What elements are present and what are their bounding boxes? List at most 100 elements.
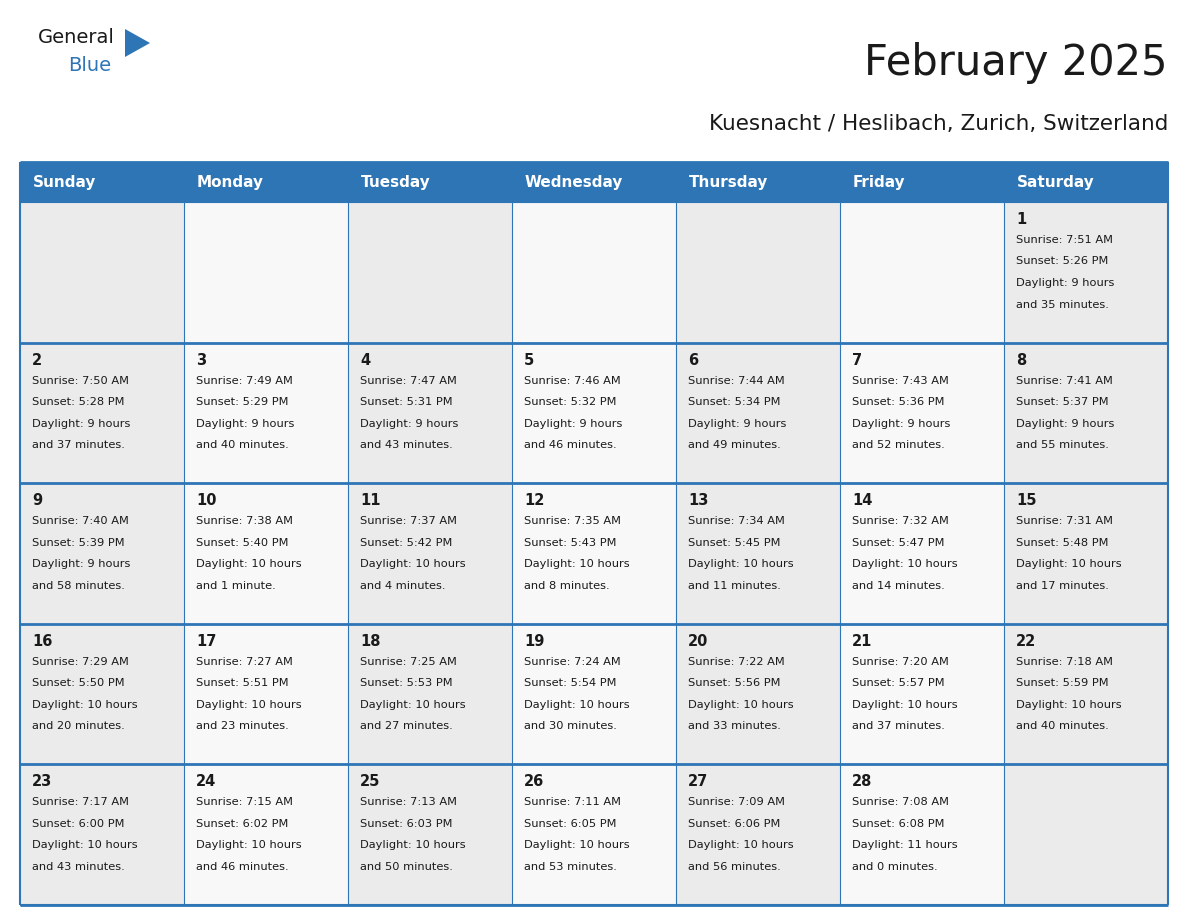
Text: Sunrise: 7:09 AM: Sunrise: 7:09 AM bbox=[688, 798, 785, 808]
Text: Monday: Monday bbox=[197, 174, 264, 189]
Bar bbox=[184, 342, 348, 483]
Text: and 55 minutes.: and 55 minutes. bbox=[1016, 440, 1108, 450]
Text: and 58 minutes.: and 58 minutes. bbox=[32, 581, 125, 590]
Text: Daylight: 10 hours: Daylight: 10 hours bbox=[1016, 700, 1121, 710]
Bar bbox=[20, 202, 184, 342]
Bar bbox=[184, 624, 348, 765]
Text: 15: 15 bbox=[1016, 493, 1036, 509]
Text: Sunrise: 7:37 AM: Sunrise: 7:37 AM bbox=[360, 516, 457, 526]
Text: Daylight: 9 hours: Daylight: 9 hours bbox=[32, 559, 131, 569]
Bar bbox=[184, 202, 348, 342]
Bar bbox=[676, 162, 840, 202]
Text: Sunrise: 7:22 AM: Sunrise: 7:22 AM bbox=[688, 656, 785, 666]
Text: Daylight: 10 hours: Daylight: 10 hours bbox=[196, 700, 302, 710]
Text: Sunrise: 7:38 AM: Sunrise: 7:38 AM bbox=[196, 516, 293, 526]
Text: and 43 minutes.: and 43 minutes. bbox=[360, 440, 453, 450]
Text: and 30 minutes.: and 30 minutes. bbox=[524, 722, 617, 732]
Text: 14: 14 bbox=[852, 493, 872, 509]
Text: and 53 minutes.: and 53 minutes. bbox=[524, 862, 617, 872]
Text: Sunset: 5:59 PM: Sunset: 5:59 PM bbox=[1016, 678, 1108, 688]
Text: Sunset: 6:03 PM: Sunset: 6:03 PM bbox=[360, 819, 453, 829]
Text: Sunrise: 7:34 AM: Sunrise: 7:34 AM bbox=[688, 516, 785, 526]
Text: Daylight: 10 hours: Daylight: 10 hours bbox=[196, 559, 302, 569]
Bar bbox=[1004, 162, 1168, 202]
Text: and 1 minute.: and 1 minute. bbox=[196, 581, 276, 590]
Text: Sunset: 5:45 PM: Sunset: 5:45 PM bbox=[688, 538, 781, 548]
Text: Sunrise: 7:43 AM: Sunrise: 7:43 AM bbox=[852, 375, 949, 386]
Text: Sunrise: 7:32 AM: Sunrise: 7:32 AM bbox=[852, 516, 949, 526]
Bar bbox=[512, 162, 676, 202]
Bar bbox=[512, 342, 676, 483]
Bar bbox=[1004, 483, 1168, 624]
Text: Thursday: Thursday bbox=[689, 174, 769, 189]
Text: 11: 11 bbox=[360, 493, 380, 509]
Text: Sunset: 5:40 PM: Sunset: 5:40 PM bbox=[196, 538, 289, 548]
Text: and 43 minutes.: and 43 minutes. bbox=[32, 862, 125, 872]
Text: Sunset: 5:47 PM: Sunset: 5:47 PM bbox=[852, 538, 944, 548]
Text: 1: 1 bbox=[1016, 212, 1026, 227]
Text: Daylight: 9 hours: Daylight: 9 hours bbox=[1016, 278, 1114, 288]
Bar bbox=[676, 765, 840, 905]
Bar bbox=[348, 342, 512, 483]
Text: Daylight: 10 hours: Daylight: 10 hours bbox=[688, 700, 794, 710]
Text: Daylight: 10 hours: Daylight: 10 hours bbox=[1016, 559, 1121, 569]
Text: Sunset: 6:08 PM: Sunset: 6:08 PM bbox=[852, 819, 944, 829]
Text: and 49 minutes.: and 49 minutes. bbox=[688, 440, 781, 450]
Text: 16: 16 bbox=[32, 633, 52, 649]
Text: Sunrise: 7:50 AM: Sunrise: 7:50 AM bbox=[32, 375, 129, 386]
Text: and 27 minutes.: and 27 minutes. bbox=[360, 722, 453, 732]
Text: 2: 2 bbox=[32, 353, 42, 367]
Bar bbox=[840, 765, 1004, 905]
Bar bbox=[20, 765, 184, 905]
Text: Sunset: 5:26 PM: Sunset: 5:26 PM bbox=[1016, 256, 1108, 266]
Text: Sunrise: 7:46 AM: Sunrise: 7:46 AM bbox=[524, 375, 621, 386]
Text: Wednesday: Wednesday bbox=[525, 174, 624, 189]
Text: Daylight: 10 hours: Daylight: 10 hours bbox=[524, 700, 630, 710]
Text: Daylight: 9 hours: Daylight: 9 hours bbox=[852, 419, 950, 429]
Text: Sunrise: 7:18 AM: Sunrise: 7:18 AM bbox=[1016, 656, 1113, 666]
Bar bbox=[840, 162, 1004, 202]
Text: Sunrise: 7:24 AM: Sunrise: 7:24 AM bbox=[524, 656, 621, 666]
Text: Sunrise: 7:47 AM: Sunrise: 7:47 AM bbox=[360, 375, 457, 386]
Text: 24: 24 bbox=[196, 775, 216, 789]
Bar bbox=[1004, 765, 1168, 905]
Bar bbox=[512, 624, 676, 765]
Bar bbox=[676, 342, 840, 483]
Text: Sunset: 5:39 PM: Sunset: 5:39 PM bbox=[32, 538, 125, 548]
Text: and 37 minutes.: and 37 minutes. bbox=[852, 722, 944, 732]
Text: and 23 minutes.: and 23 minutes. bbox=[196, 722, 289, 732]
Text: and 50 minutes.: and 50 minutes. bbox=[360, 862, 453, 872]
Text: General: General bbox=[38, 28, 115, 47]
Bar bbox=[348, 162, 512, 202]
Text: Sunrise: 7:20 AM: Sunrise: 7:20 AM bbox=[852, 656, 949, 666]
Text: Sunrise: 7:29 AM: Sunrise: 7:29 AM bbox=[32, 656, 128, 666]
Bar bbox=[512, 202, 676, 342]
Text: Sunrise: 7:13 AM: Sunrise: 7:13 AM bbox=[360, 798, 457, 808]
Text: 8: 8 bbox=[1016, 353, 1026, 367]
Text: Sunrise: 7:51 AM: Sunrise: 7:51 AM bbox=[1016, 235, 1113, 245]
Text: and 17 minutes.: and 17 minutes. bbox=[1016, 581, 1108, 590]
Text: 9: 9 bbox=[32, 493, 42, 509]
Text: Sunrise: 7:27 AM: Sunrise: 7:27 AM bbox=[196, 656, 293, 666]
Text: 5: 5 bbox=[524, 353, 535, 367]
Bar bbox=[348, 765, 512, 905]
Bar bbox=[1004, 342, 1168, 483]
Text: Daylight: 9 hours: Daylight: 9 hours bbox=[524, 419, 623, 429]
Bar bbox=[840, 483, 1004, 624]
Text: Sunrise: 7:41 AM: Sunrise: 7:41 AM bbox=[1016, 375, 1113, 386]
Text: Sunrise: 7:31 AM: Sunrise: 7:31 AM bbox=[1016, 516, 1113, 526]
Text: Daylight: 11 hours: Daylight: 11 hours bbox=[852, 840, 958, 850]
Text: 22: 22 bbox=[1016, 633, 1036, 649]
Text: February 2025: February 2025 bbox=[865, 42, 1168, 84]
Text: 17: 17 bbox=[196, 633, 216, 649]
Text: 26: 26 bbox=[524, 775, 544, 789]
Text: Daylight: 10 hours: Daylight: 10 hours bbox=[852, 559, 958, 569]
Text: Kuesnacht / Heslibach, Zurich, Switzerland: Kuesnacht / Heslibach, Zurich, Switzerla… bbox=[708, 114, 1168, 134]
Bar bbox=[184, 483, 348, 624]
Text: Sunset: 5:43 PM: Sunset: 5:43 PM bbox=[524, 538, 617, 548]
Bar bbox=[184, 162, 348, 202]
Text: 6: 6 bbox=[688, 353, 699, 367]
Text: 28: 28 bbox=[852, 775, 872, 789]
Bar bbox=[1004, 202, 1168, 342]
Text: Daylight: 10 hours: Daylight: 10 hours bbox=[524, 559, 630, 569]
